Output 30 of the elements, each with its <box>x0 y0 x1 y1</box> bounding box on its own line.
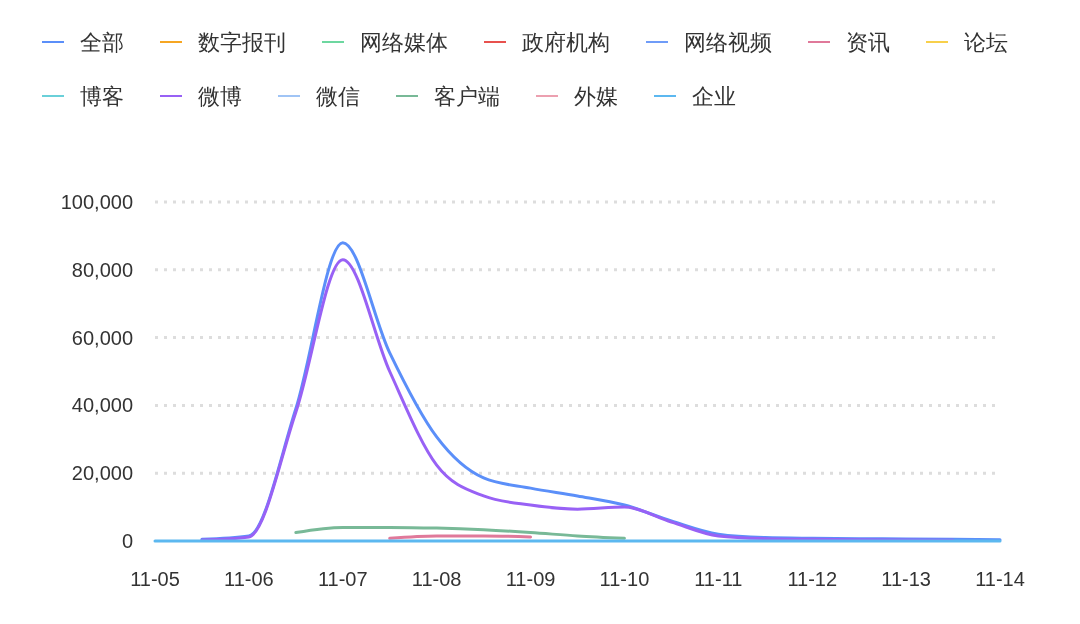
legend-label: 微博 <box>198 83 242 109</box>
legend-label: 客户端 <box>434 83 500 109</box>
legend-label: 网络视频 <box>684 29 772 55</box>
legend-label: 资讯 <box>846 29 890 55</box>
x-tick-label: 11-13 <box>881 568 931 590</box>
legend-label: 外媒 <box>574 83 618 109</box>
y-tick-label: 80,000 <box>71 258 133 281</box>
y-tick-label: 20,000 <box>71 462 133 485</box>
x-tick-label: 11-06 <box>224 568 274 590</box>
x-tick-label: 11-11 <box>694 568 743 590</box>
y-tick-label: 0 <box>121 530 133 552</box>
legend-label: 数字报刊 <box>198 29 286 55</box>
y-tick-label: 60,000 <box>71 326 133 349</box>
x-tick-label: 11-05 <box>130 568 180 590</box>
legend-label: 论坛 <box>964 29 1008 55</box>
legend-label: 微信 <box>316 83 360 109</box>
x-tick-label: 11-14 <box>975 568 1025 590</box>
x-tick-label: 11-07 <box>317 568 368 590</box>
legend-label: 博客 <box>80 83 124 109</box>
legend-label: 网络媒体 <box>360 29 448 55</box>
x-tick-label: 11-09 <box>505 568 556 590</box>
y-tick-label: 40,000 <box>71 394 133 417</box>
legend-label: 企业 <box>692 83 736 109</box>
x-tick-label: 11-12 <box>787 568 838 590</box>
x-tick-label: 11-10 <box>599 568 650 590</box>
legend-label: 全部 <box>80 29 124 55</box>
x-tick-label: 11-08 <box>411 568 462 590</box>
line-series <box>294 525 626 540</box>
y-tick-label: 100,000 <box>60 191 133 213</box>
legend-label: 政府机构 <box>522 29 610 55</box>
